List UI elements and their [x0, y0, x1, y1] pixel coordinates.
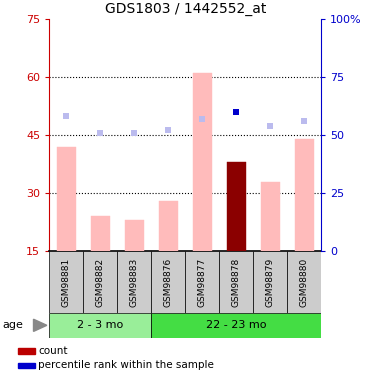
Text: GSM98883: GSM98883: [130, 258, 139, 307]
Bar: [18, 363, 35, 368]
Text: age: age: [3, 320, 23, 330]
Bar: [159, 201, 178, 251]
Bar: [253, 251, 287, 313]
Bar: [185, 251, 219, 313]
Bar: [151, 313, 321, 338]
Text: GSM98877: GSM98877: [198, 258, 207, 307]
Bar: [295, 139, 314, 251]
Bar: [49, 251, 83, 313]
Bar: [49, 313, 151, 338]
Bar: [151, 251, 185, 313]
Text: GSM98879: GSM98879: [266, 258, 275, 307]
Polygon shape: [34, 319, 47, 332]
Bar: [117, 251, 151, 313]
Text: count: count: [38, 346, 68, 356]
Text: percentile rank within the sample: percentile rank within the sample: [38, 360, 214, 370]
Bar: [287, 251, 321, 313]
Bar: [227, 162, 246, 251]
Text: GSM98878: GSM98878: [232, 258, 241, 307]
Bar: [193, 73, 212, 251]
Bar: [57, 147, 76, 251]
Bar: [83, 251, 117, 313]
Text: GSM98881: GSM98881: [62, 258, 71, 307]
Bar: [91, 216, 110, 251]
Bar: [261, 182, 280, 251]
Text: GSM98882: GSM98882: [96, 258, 105, 307]
Text: 2 - 3 mo: 2 - 3 mo: [77, 320, 123, 330]
Bar: [219, 251, 253, 313]
Text: 22 - 23 mo: 22 - 23 mo: [206, 320, 266, 330]
Text: GSM98880: GSM98880: [300, 258, 309, 307]
Text: GSM98876: GSM98876: [164, 258, 173, 307]
Bar: [125, 220, 143, 251]
Title: GDS1803 / 1442552_at: GDS1803 / 1442552_at: [104, 2, 266, 16]
Bar: [18, 348, 35, 354]
